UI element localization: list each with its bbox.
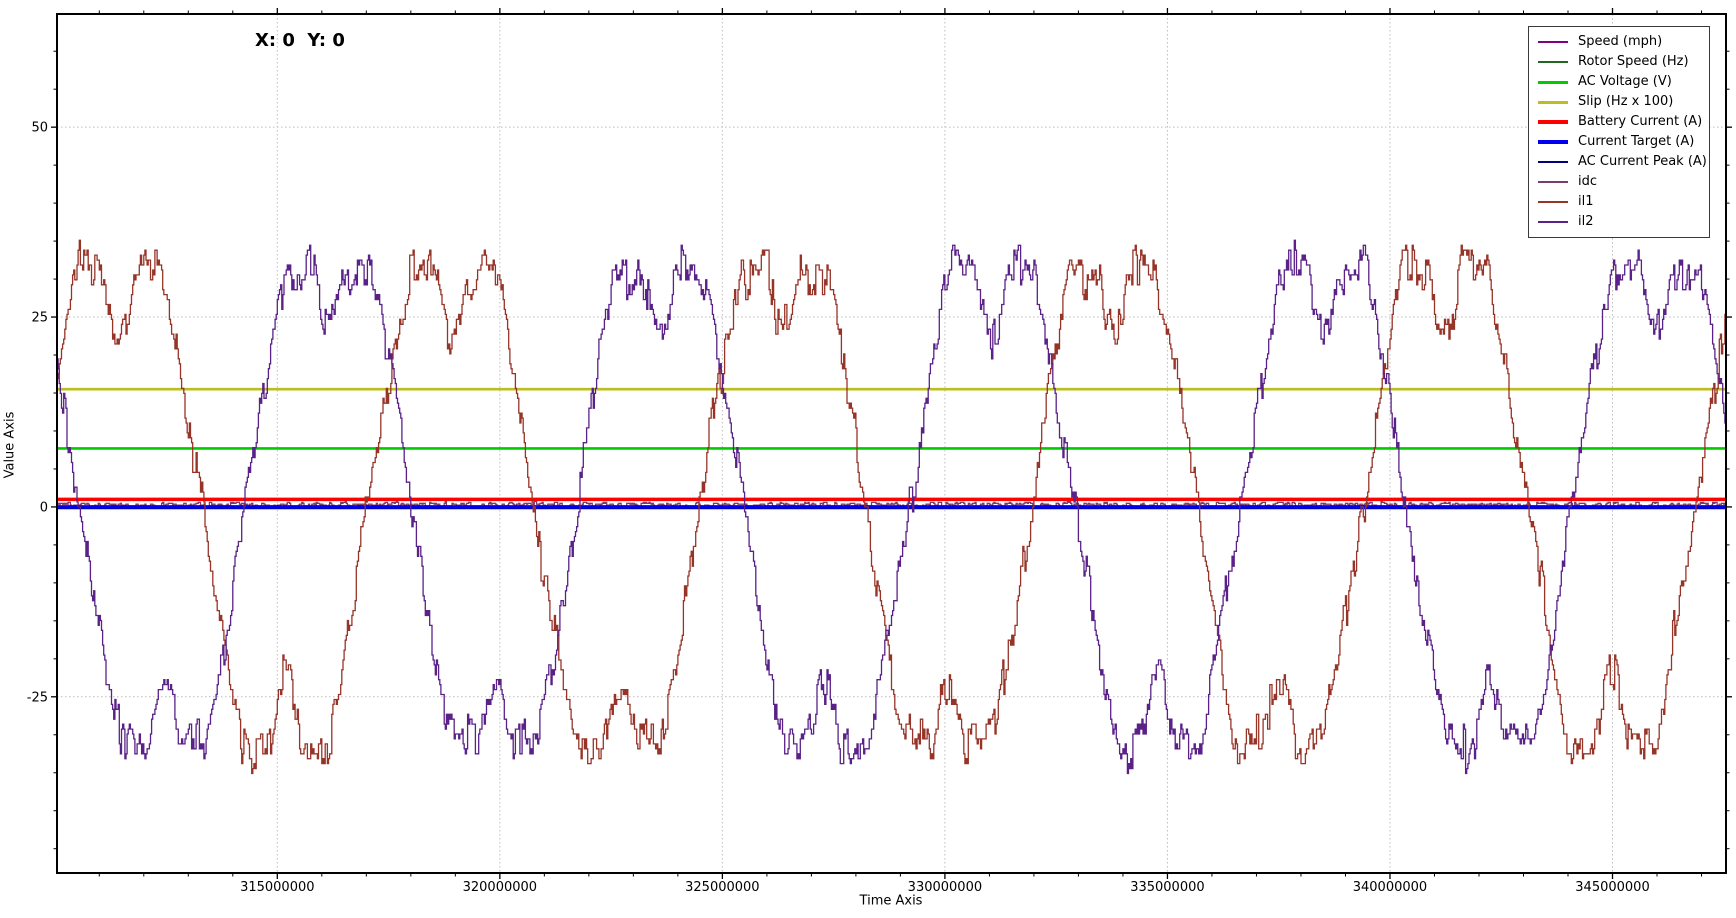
y-tick-label: 25 <box>31 311 48 326</box>
legend-item: Speed (mph) <box>1529 32 1709 52</box>
legend-swatch <box>1538 80 1568 84</box>
x-axis-title: Time Axis <box>859 893 923 909</box>
tick-marks <box>51 8 1732 879</box>
legend-label: Speed (mph) <box>1578 34 1663 49</box>
legend-label: Slip (Hz x 100) <box>1578 94 1674 109</box>
series-group <box>57 239 1726 775</box>
legend-item: il1 <box>1529 192 1709 212</box>
y-tick-label: 50 <box>31 121 48 136</box>
legend-swatch <box>1538 140 1568 144</box>
legend-swatch <box>1538 41 1568 43</box>
gridlines <box>57 14 1726 873</box>
legend-item: Battery Current (A) <box>1529 112 1709 132</box>
legend-label: Battery Current (A) <box>1578 114 1703 129</box>
legend: Speed (mph) Rotor Speed (Hz) AC Voltage (V… <box>1528 26 1710 238</box>
legend-item: il2 <box>1529 212 1709 232</box>
legend-item: idc <box>1529 172 1709 192</box>
series-line-il2 <box>57 239 1726 775</box>
legend-swatch <box>1538 201 1568 203</box>
y-tick-label: -25 <box>27 690 48 705</box>
legend-label: Rotor Speed (Hz) <box>1578 54 1689 69</box>
legend-label: il1 <box>1578 194 1594 209</box>
legend-label: Current Target (A) <box>1578 134 1695 149</box>
legend-swatch <box>1538 181 1568 183</box>
plot-border <box>56 13 1727 874</box>
legend-item: Current Target (A) <box>1529 132 1709 152</box>
legend-swatch <box>1538 120 1568 124</box>
x-tick-label: 325000000 <box>685 880 759 895</box>
x-tick-label: 340000000 <box>1353 880 1427 895</box>
legend-item: Slip (Hz x 100) <box>1529 92 1709 112</box>
legend-label: idc <box>1578 174 1598 189</box>
legend-label: il2 <box>1578 214 1594 229</box>
series-line-il1 <box>57 239 1726 775</box>
legend-item: AC Voltage (V) <box>1529 72 1709 92</box>
legend-swatch <box>1538 61 1568 63</box>
legend-item: Rotor Speed (Hz) <box>1529 52 1709 72</box>
series-line-idc <box>57 500 1726 509</box>
cursor-readout: X: 0 Y: 0 <box>255 30 345 51</box>
x-tick-label: 320000000 <box>463 880 537 895</box>
x-tick-label: 315000000 <box>240 880 314 895</box>
x-tick-label: 330000000 <box>908 880 982 895</box>
legend-swatch <box>1538 161 1568 163</box>
y-axis-title: Value Axis <box>2 411 18 479</box>
legend-label: AC Current Peak (A) <box>1578 154 1707 169</box>
x-tick-label: 345000000 <box>1575 880 1649 895</box>
tick-labels: 315000000 320000000 325000000 330000000 3350… <box>27 121 1650 895</box>
legend-swatch <box>1538 221 1568 223</box>
legend-swatch <box>1538 100 1568 104</box>
x-tick-label: 335000000 <box>1130 880 1204 895</box>
legend-item: AC Current Peak (A) <box>1529 152 1709 172</box>
legend-label: AC Voltage (V) <box>1578 74 1672 89</box>
y-tick-label: 0 <box>40 500 48 515</box>
